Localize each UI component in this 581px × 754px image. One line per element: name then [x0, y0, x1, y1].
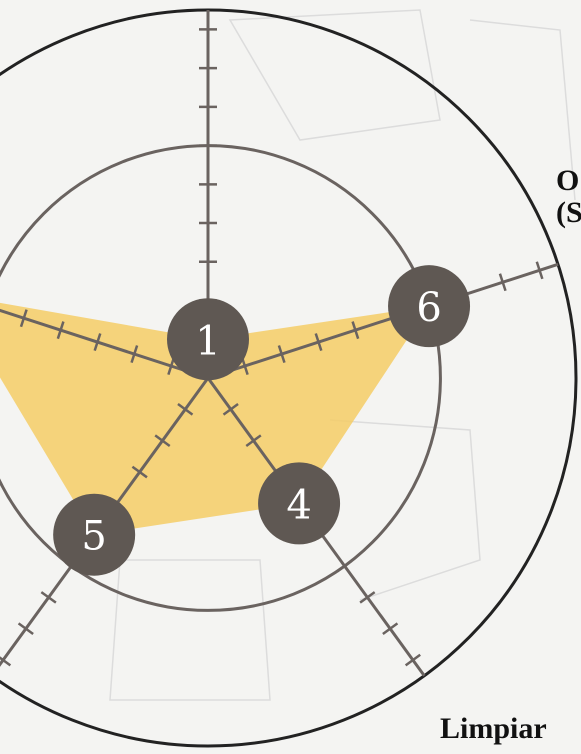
- axis-tick: [383, 623, 398, 634]
- axis-label: Limpiar: [440, 712, 547, 745]
- page: {"chart_data": {"type": "radar", "catego…: [0, 0, 581, 754]
- value-label: 6: [416, 285, 441, 331]
- axis-tick: [360, 592, 375, 603]
- axis-tick: [406, 655, 421, 666]
- chart: 16457O(SLimpiar: [0, 0, 581, 754]
- value-label: 4: [286, 482, 311, 528]
- axis-tick: [41, 592, 56, 603]
- value-label: 1: [195, 318, 220, 364]
- axis-label: (S: [556, 196, 581, 229]
- axis-label: O: [556, 164, 579, 197]
- axis-tick: [337, 561, 352, 572]
- value-label: 5: [81, 514, 106, 560]
- axis-tick: [19, 623, 34, 634]
